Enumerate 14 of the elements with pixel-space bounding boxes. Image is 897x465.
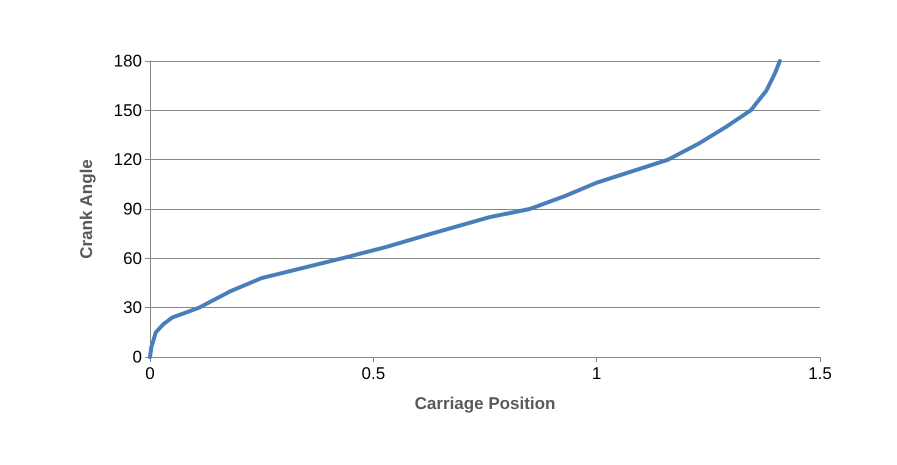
y-tick-label: 120 — [114, 150, 142, 170]
line-series — [148, 59, 782, 359]
x-tick-label: 1.5 — [808, 364, 832, 383]
y-axis-title: Crank Angle — [77, 159, 96, 259]
y-tick-label: 90 — [123, 200, 142, 218]
x-tick-label: 1 — [592, 364, 602, 383]
x-tick-label: 0.5 — [362, 364, 386, 383]
y-tick-label: 0 — [132, 348, 142, 366]
y-tick-label: 150 — [114, 100, 142, 120]
y-tick-label: 180 — [114, 52, 142, 70]
x-axis-title: Carriage Position — [414, 394, 556, 413]
y-tick-label: 30 — [123, 298, 142, 318]
y-tick-label: 60 — [123, 248, 142, 268]
x-tick-label: 0 — [145, 364, 155, 383]
